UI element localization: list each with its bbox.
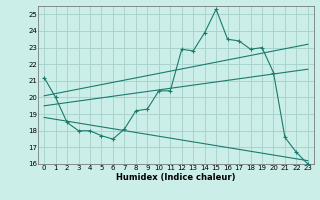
X-axis label: Humidex (Indice chaleur): Humidex (Indice chaleur) <box>116 173 236 182</box>
